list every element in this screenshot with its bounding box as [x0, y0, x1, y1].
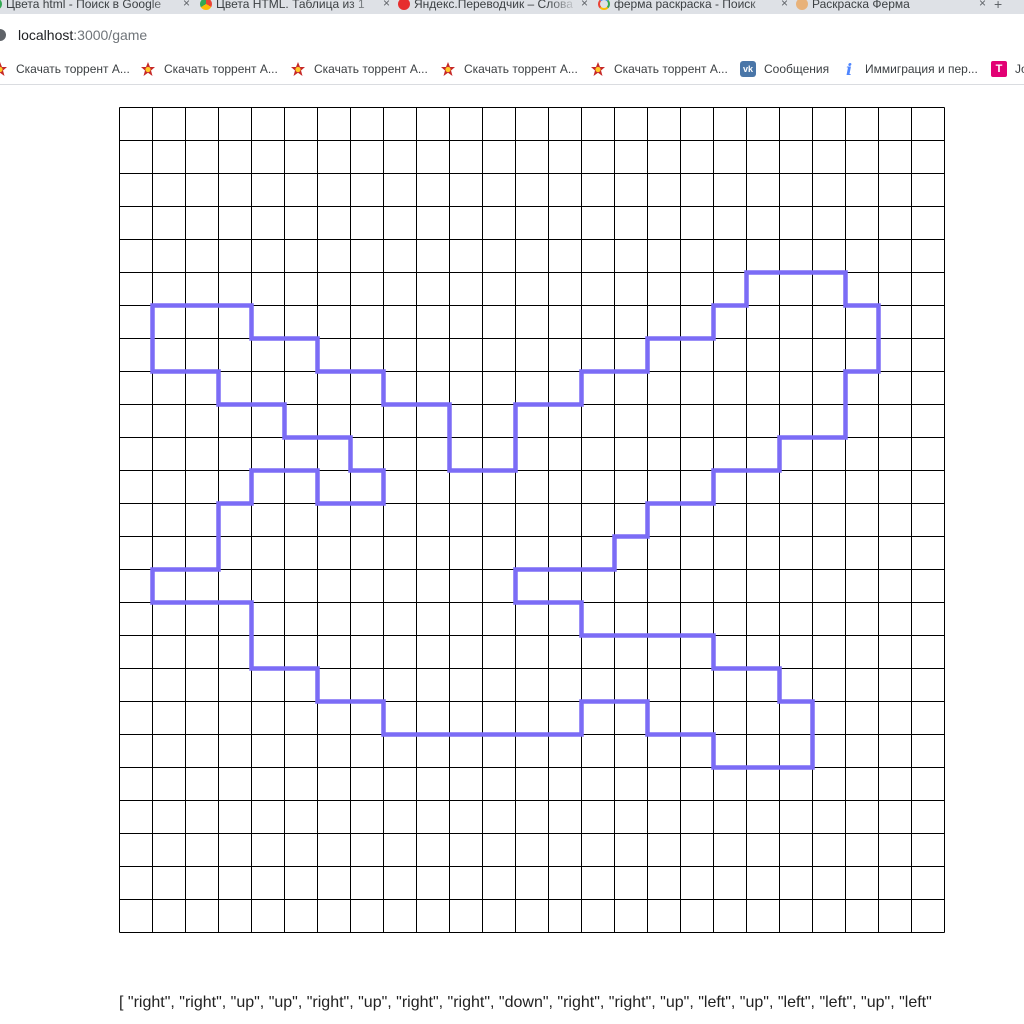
bookmark-label: Сообщения: [764, 62, 830, 76]
close-tab-icon[interactable]: ×: [580, 0, 588, 10]
torrent-star-icon: [0, 62, 7, 76]
google-icon: [0, 0, 2, 10]
tab-google-search-colors[interactable]: Цвета html - Поиск в Google ×: [0, 0, 190, 14]
bookmark-torrent-5[interactable]: Скачать торрент А...: [590, 59, 728, 79]
torrent-star-icon: [291, 62, 305, 76]
browser-toolbar: localhost:3000/game: [0, 14, 1024, 54]
bookmark-torrent-3[interactable]: Скачать торрент А...: [290, 59, 428, 79]
torrent-star-icon: [441, 62, 455, 76]
bookmark-vk-messages[interactable]: vk Сообщения: [740, 59, 829, 79]
info-icon: i: [845, 59, 853, 79]
commands-output: [ "right", "right", "up", "up", "right",…: [119, 994, 932, 1011]
tab-yandex-translate[interactable]: Яндекс.Переводчик – Слова ×: [398, 0, 588, 14]
bookmark-torrent-1[interactable]: Скачать торрент А...: [0, 59, 130, 79]
plus-icon: +: [994, 0, 1003, 12]
tab-html-colors-table[interactable]: Цвета HTML. Таблица из 1 ×: [200, 0, 390, 14]
tab-farm-coloring-search[interactable]: ферма раскраска - Поиск ×: [598, 0, 788, 14]
t-mobile-icon: T: [991, 61, 1007, 77]
bookmark-label: Скачать торрент А...: [314, 62, 428, 76]
tab-title: Цвета html - Поиск в Google: [6, 0, 162, 11]
tab-farm-coloring[interactable]: Раскраска Ферма ×: [796, 0, 986, 14]
yandex-translate-icon: [398, 0, 410, 10]
bookmark-t-mobile[interactable]: T Jo: [991, 59, 1024, 79]
bookmark-torrent-4[interactable]: Скачать торрент А...: [440, 59, 578, 79]
close-tab-icon[interactable]: ×: [978, 0, 986, 10]
bookmark-label: Скачать торрент А...: [164, 62, 278, 76]
url-host: localhost: [18, 27, 74, 43]
url-path: :3000/game: [73, 27, 148, 43]
grid-lines: [119, 107, 945, 933]
torrent-star-icon: [591, 62, 605, 76]
bookmark-label: Скачать торрент А...: [614, 62, 728, 76]
tab-title: ферма раскраска - Поиск: [614, 0, 756, 11]
bookmark-label: Скачать торрент А...: [464, 62, 578, 76]
close-tab-icon[interactable]: ×: [780, 0, 788, 10]
close-tab-icon[interactable]: ×: [382, 0, 390, 10]
tab-title: Цвета HTML. Таблица из 1: [216, 0, 365, 11]
close-tab-icon[interactable]: ×: [182, 0, 190, 10]
site-info-icon[interactable]: [0, 29, 6, 41]
address-bar[interactable]: localhost:3000/game: [0, 24, 147, 46]
drawn-path: [150, 270, 881, 770]
chrome-icon: [200, 0, 212, 10]
bookmarks-bar: Скачать торрент А... Скачать торрент А..…: [0, 54, 1024, 85]
bookmark-immigration[interactable]: i Иммиграция и пер...: [841, 59, 978, 79]
bookmark-label: Jo: [1015, 62, 1024, 76]
vk-icon: vk: [740, 61, 756, 77]
bookmark-label: Иммиграция и пер...: [865, 62, 978, 76]
drawn-path-layer: [150, 270, 881, 770]
tab-title: Яндекс.Переводчик – Слова: [414, 0, 573, 11]
paint-palette-icon: [796, 0, 808, 10]
game-grid[interactable]: [119, 107, 945, 933]
bookmark-label: Скачать торрент А...: [16, 62, 130, 76]
torrent-star-icon: [141, 62, 155, 76]
google-icon: [598, 0, 610, 10]
bookmark-torrent-2[interactable]: Скачать торрент А...: [140, 59, 278, 79]
tab-title: Раскраска Ферма: [812, 0, 910, 11]
tab-strip: Цвета html - Поиск в Google × Цвета HTML…: [0, 0, 1024, 14]
new-tab-button[interactable]: +: [994, 0, 1024, 14]
